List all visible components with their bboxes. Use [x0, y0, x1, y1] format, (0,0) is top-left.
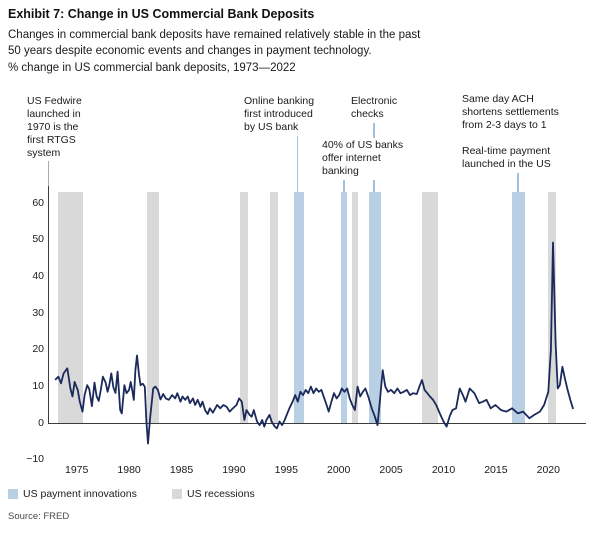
annotation-internet-banking-40pct: 40% of US banks offer internet banking	[322, 138, 407, 180]
exhibit-title: Exhibit 7: Change in US Commercial Bank …	[8, 7, 315, 21]
legend-label-recessions: US recessions	[187, 488, 255, 500]
x-axis-tick-label: 1990	[222, 464, 246, 476]
source-note: Source: FRED	[8, 511, 70, 522]
x-axis-tick-label: 1975	[65, 464, 89, 476]
axis-units-caption: % change in US commercial bank deposits,…	[8, 62, 296, 74]
annotation-pointer-line	[47, 161, 50, 190]
innovation-band	[369, 192, 381, 423]
annotation-electronic-checks: Electronic checks	[351, 95, 398, 120]
innovation-band	[293, 192, 304, 423]
x-axis-tick-label: 1995	[274, 464, 298, 476]
y-axis-tick-label: 60	[32, 196, 44, 209]
legend-item-recessions: US recessions	[172, 488, 255, 500]
x-axis-tick-label: 2000	[327, 464, 351, 476]
y-axis-tick-label: 30	[32, 306, 44, 319]
annotation-online-banking: Online banking first introduced by US ba…	[244, 95, 315, 133]
annotation-pointer-line	[517, 173, 519, 192]
annotation-pointer-line	[343, 179, 345, 192]
exhibit-subtitle: Changes in commercial bank deposits have…	[8, 29, 421, 57]
x-axis-tick-label: 2015	[484, 464, 508, 476]
y-axis-tick-label: −10	[26, 453, 44, 466]
x-axis-tick-label: 2020	[536, 464, 560, 476]
recession-band	[147, 192, 160, 423]
y-axis-line	[47, 186, 49, 424]
annotation-same-day-ach: Same day ACH shortens settlements from 2…	[462, 93, 559, 131]
annotation-fedwire-rtgs: US Fedwire launched in 1970 is the first…	[27, 95, 82, 159]
recession-band	[269, 192, 278, 423]
recession-swatch-icon	[172, 489, 182, 499]
recession-band	[239, 192, 248, 423]
recession-band	[422, 192, 439, 423]
y-axis-tick-label: 0	[38, 416, 44, 429]
y-axis-tick-label: 50	[32, 233, 44, 246]
innovation-swatch-icon	[8, 489, 18, 499]
innovation-band	[511, 192, 526, 423]
x-axis-tick-label: 2010	[431, 464, 456, 476]
annotation-real-time-payment: Real-time payment launched in the US	[462, 145, 551, 170]
x-axis-zero-line	[48, 422, 586, 425]
x-axis-tick-label: 1980	[117, 464, 141, 476]
legend-item-payment-innovations: US payment innovations	[8, 488, 137, 500]
annotation-pointer-line	[296, 136, 299, 192]
y-axis-tick-label: 10	[32, 380, 44, 393]
y-axis-tick-label: 20	[32, 343, 44, 356]
x-axis-tick-label: 2005	[379, 464, 403, 476]
y-axis-tick-label: 40	[32, 270, 44, 283]
legend-label-payment-innovations: US payment innovations	[23, 488, 137, 500]
recession-band	[351, 192, 358, 423]
innovation-band	[340, 192, 347, 423]
x-axis-tick-label: 1985	[169, 464, 194, 476]
